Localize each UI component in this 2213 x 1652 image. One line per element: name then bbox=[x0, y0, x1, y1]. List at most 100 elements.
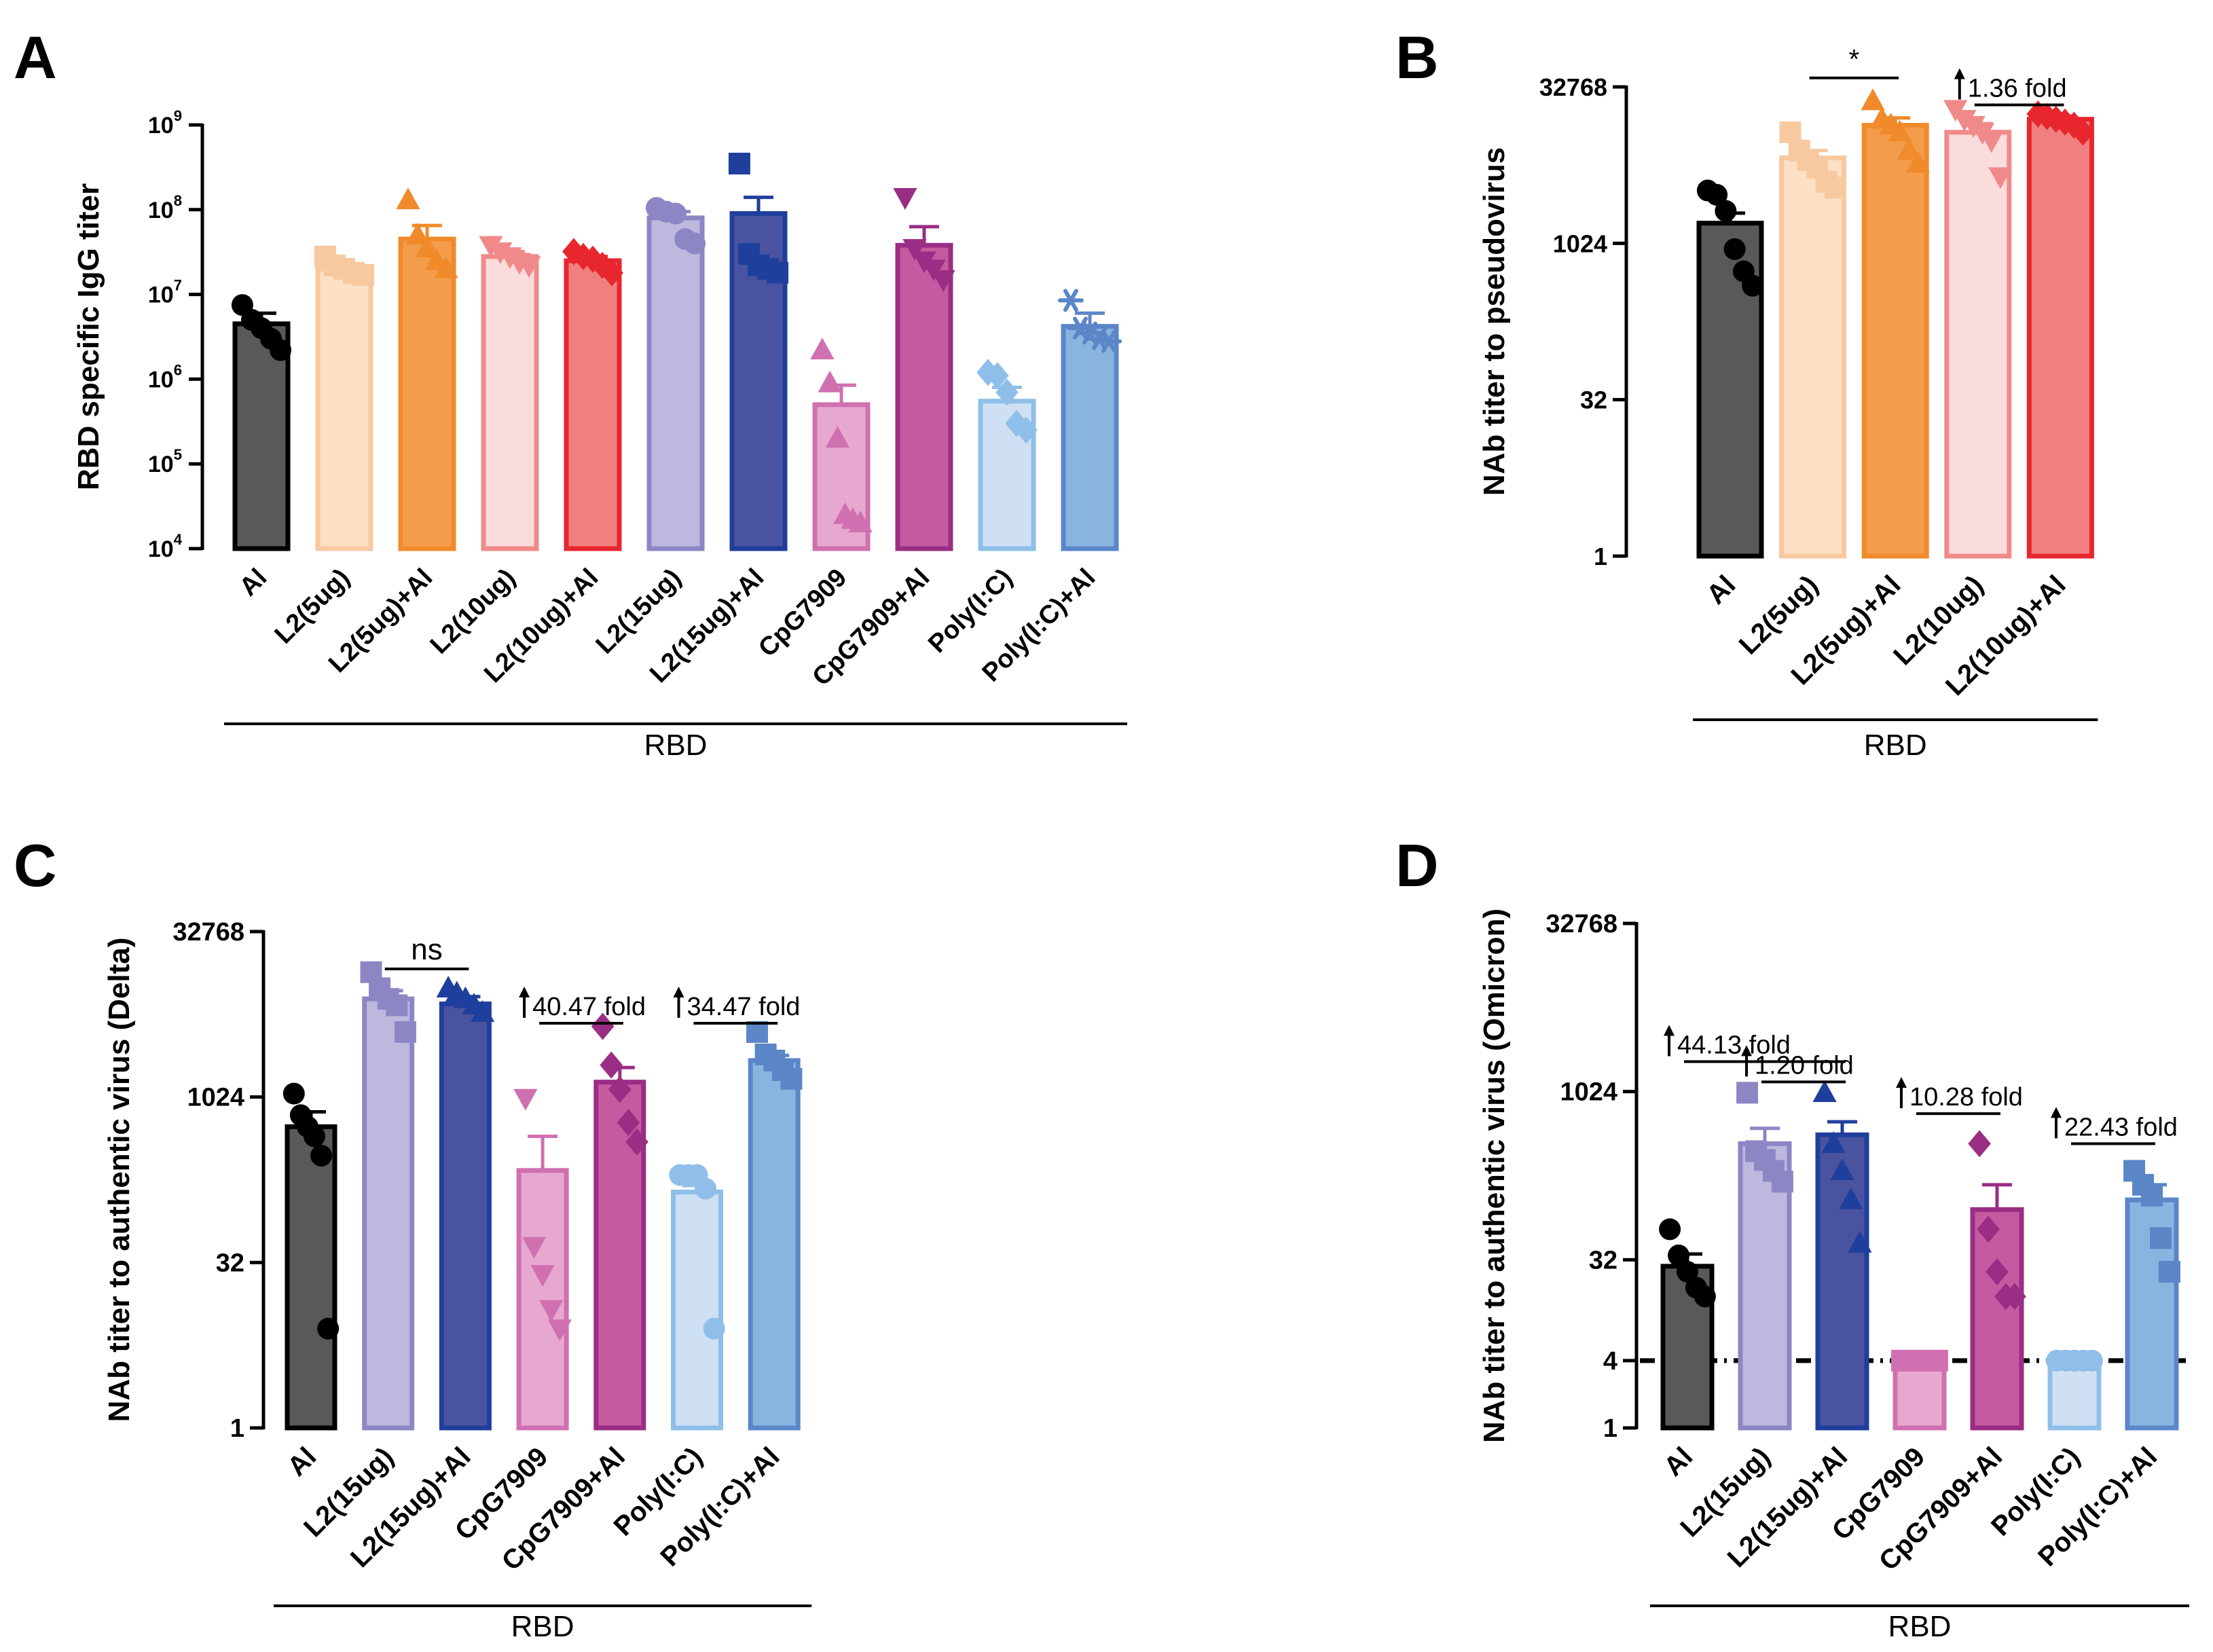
category-label: L2(5ug) bbox=[270, 564, 356, 650]
annotation: 10.28 fold bbox=[1896, 1077, 2023, 1116]
up-arrow-head-icon bbox=[1896, 1077, 1907, 1088]
y-tick-label: 104 bbox=[148, 531, 183, 562]
fold-change-label: 1.20 fold bbox=[1755, 1051, 1854, 1080]
data-point bbox=[581, 245, 604, 273]
data-point bbox=[352, 263, 375, 286]
y-tick-label: 32768 bbox=[1546, 910, 1617, 938]
data-point bbox=[600, 259, 623, 287]
category-label: Al bbox=[234, 564, 273, 602]
data-point bbox=[728, 152, 750, 175]
data-point bbox=[415, 236, 439, 258]
bar bbox=[2026, 117, 2094, 559]
panel-d: D 1 4 32 1024 32768 NAb titer to authentic vir… bbox=[1395, 832, 2193, 1643]
bar bbox=[1970, 1207, 2024, 1431]
panel-c: C 1 32 1024 32768 NAb titer to authentic viru… bbox=[14, 832, 812, 1643]
fold-change-label: 22.43 fold bbox=[2064, 1113, 2178, 1141]
data-point bbox=[1014, 416, 1038, 444]
data-point bbox=[1694, 1285, 1716, 1308]
data-point bbox=[986, 362, 1009, 390]
bar bbox=[232, 321, 291, 551]
y-tick-label: 1024 bbox=[1560, 1078, 1617, 1107]
data-point bbox=[396, 187, 420, 210]
y-axis-label: NAb titer to authentic virus (Delta) bbox=[103, 938, 136, 1422]
bar bbox=[516, 1168, 569, 1431]
up-arrow-head-icon bbox=[1954, 68, 1965, 79]
data-point bbox=[1057, 289, 1084, 312]
bar bbox=[285, 1124, 337, 1431]
data-point bbox=[2044, 105, 2068, 133]
category-label: Al bbox=[282, 1442, 322, 1482]
tick-exponent: 8 bbox=[174, 192, 182, 209]
data-point bbox=[780, 1067, 803, 1090]
data-point bbox=[1839, 1187, 1863, 1209]
data-point bbox=[893, 187, 917, 210]
bar bbox=[564, 258, 622, 551]
data-point bbox=[530, 1265, 555, 1287]
data-point bbox=[1677, 1260, 1698, 1283]
annotation: 40.47 fold bbox=[519, 987, 646, 1025]
data-point bbox=[522, 1236, 547, 1259]
y-tick-label: 105 bbox=[148, 446, 182, 477]
data-point bbox=[1779, 121, 1802, 143]
data-point bbox=[825, 426, 849, 448]
fold-change-label: 1.36 fold bbox=[1968, 74, 2067, 103]
data-point bbox=[2053, 108, 2077, 136]
bar bbox=[748, 1058, 801, 1431]
y-axis-label: NAb titer to pseudovirus bbox=[1478, 147, 1511, 496]
data-point bbox=[1979, 131, 2004, 153]
data-point bbox=[1821, 1131, 1846, 1153]
data-point bbox=[1897, 138, 1921, 160]
group-label: RBD bbox=[1888, 1610, 1952, 1643]
y-axis-label: RBD specific IgG titer bbox=[72, 183, 105, 490]
bar bbox=[1892, 1358, 1947, 1431]
data-point bbox=[617, 1109, 640, 1137]
up-arrow-head-icon bbox=[519, 987, 530, 998]
y-tick-label: 1 bbox=[1594, 543, 1607, 570]
bar-group: Al bbox=[282, 1082, 340, 1482]
data-point bbox=[1824, 177, 1846, 199]
data-point bbox=[270, 339, 292, 361]
up-arrow-head-icon bbox=[673, 987, 684, 998]
data-point bbox=[902, 239, 927, 261]
y-tick-label: 32 bbox=[1580, 386, 1607, 414]
tick-exponent: 4 bbox=[174, 531, 183, 548]
group-label: RBD bbox=[511, 1610, 574, 1643]
data-point bbox=[1659, 1218, 1681, 1241]
asterisk-stroke bbox=[1082, 321, 1097, 345]
data-point bbox=[310, 1144, 333, 1167]
panel-letter: C bbox=[14, 832, 57, 899]
data-point bbox=[848, 511, 873, 533]
y-axis-label: NAb titer to authentic virus (Omicron) bbox=[1478, 908, 1511, 1443]
y-tick-label: 106 bbox=[148, 361, 182, 392]
data-point bbox=[625, 1128, 648, 1156]
data-point bbox=[498, 247, 522, 270]
panel-letter: B bbox=[1395, 24, 1439, 91]
bar bbox=[1779, 155, 1847, 559]
tick-base: 10 bbox=[148, 536, 174, 562]
data-point bbox=[405, 222, 430, 244]
tick-base: 10 bbox=[148, 113, 174, 139]
tick-base: 10 bbox=[148, 198, 174, 223]
data-point bbox=[394, 1021, 416, 1043]
data-point bbox=[2141, 1184, 2163, 1207]
bar bbox=[1061, 324, 1119, 551]
bar bbox=[812, 402, 871, 551]
data-point bbox=[608, 1076, 632, 1103]
y-tick-label: 107 bbox=[148, 277, 182, 308]
data-point bbox=[1096, 329, 1122, 353]
data-point bbox=[1668, 1244, 1690, 1266]
data-point bbox=[695, 1177, 717, 1200]
y-tick-label: 32 bbox=[216, 1249, 244, 1277]
group-label: RBD bbox=[1864, 729, 1927, 762]
bar bbox=[671, 1190, 723, 1431]
data-point bbox=[1848, 1230, 1872, 1253]
data-point bbox=[995, 378, 1019, 406]
data-point bbox=[1812, 1080, 1837, 1102]
data-point bbox=[517, 256, 541, 278]
data-point bbox=[1977, 1215, 2000, 1243]
category-label: Al bbox=[1658, 1442, 1698, 1482]
data-point bbox=[1888, 120, 1912, 142]
data-point bbox=[1905, 151, 1930, 173]
y-tick-label: 108 bbox=[148, 192, 182, 223]
data-point bbox=[434, 256, 458, 278]
